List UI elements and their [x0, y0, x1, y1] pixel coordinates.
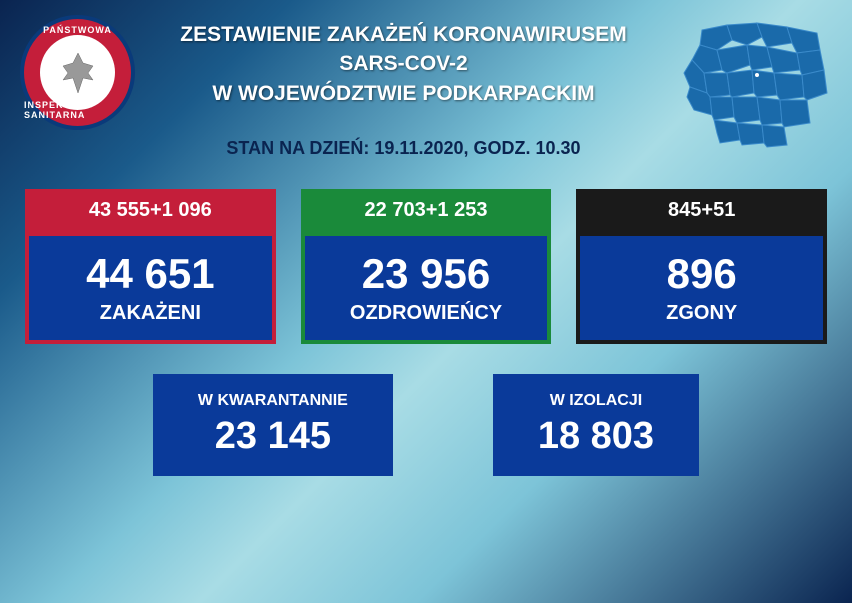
deaths-delta: 845+51: [576, 189, 827, 232]
logo-text-top: PAŃSTWOWA: [43, 25, 112, 35]
quarantine-card: W KWARANTANNIE 23 145: [153, 374, 393, 476]
logo-circle: PAŃSTWOWA INSPEKCJA SANITARNA: [20, 15, 135, 130]
main-stats-row: 43 555+1 096 44 651 ZAKAŻENI 22 703+1 25…: [0, 159, 852, 344]
infected-delta-value: +1 096: [150, 199, 212, 221]
recovered-delta-value: +1 253: [426, 199, 488, 221]
infected-label: ZAKAŻENI: [39, 302, 262, 325]
deaths-delta-value: +51: [701, 199, 735, 221]
logo-text-bottom: INSPEKCJA SANITARNA: [24, 100, 131, 120]
infected-previous: 43 555: [89, 199, 150, 221]
title-main: ZESTAWIENIE ZAKAŻEŃ KORONAWIRUSEM SARS-C…: [145, 20, 662, 108]
recovered-delta: 22 703+1 253: [301, 189, 552, 232]
header-section: PAŃSTWOWA INSPEKCJA SANITARNA ZESTAWIENI…: [0, 0, 852, 159]
logo-eagle-icon: [40, 35, 115, 110]
recovered-card: 22 703+1 253 23 956 OZDROWIEŃCY: [301, 189, 552, 344]
title-line-2: W WOJEWÓDZTWIE PODKARPACKIM: [212, 82, 594, 105]
map-svg: [672, 15, 832, 155]
recovered-body: 23 956 OZDROWIEŃCY: [301, 232, 552, 344]
deaths-label: ZGONY: [590, 302, 813, 325]
subtitle: STAN NA DZIEŃ: 19.11.2020, GODZ. 10.30: [145, 138, 662, 159]
deaths-card: 845+51 896 ZGONY: [576, 189, 827, 344]
logo-container: PAŃSTWOWA INSPEKCJA SANITARNA: [20, 15, 135, 130]
infected-body: 44 651 ZAKAŻENI: [25, 232, 276, 344]
title-area: ZESTAWIENIE ZAKAŻEŃ KORONAWIRUSEM SARS-C…: [135, 15, 672, 159]
isolation-label: W IZOLACJI: [538, 392, 654, 410]
infected-delta: 43 555+1 096: [25, 189, 276, 232]
recovered-previous: 22 703: [365, 199, 426, 221]
deaths-body: 896 ZGONY: [576, 232, 827, 344]
quarantine-label: W KWARANTANNIE: [198, 392, 348, 410]
recovered-label: OZDROWIEŃCY: [315, 302, 538, 325]
quarantine-value: 23 145: [198, 415, 348, 458]
bottom-stats-row: W KWARANTANNIE 23 145 W IZOLACJI 18 803: [0, 344, 852, 476]
infected-total: 44 651: [39, 251, 262, 297]
isolation-value: 18 803: [538, 415, 654, 458]
isolation-card: W IZOLACJI 18 803: [493, 374, 699, 476]
deaths-previous: 845: [668, 199, 701, 221]
deaths-total: 896: [590, 251, 813, 297]
region-map: [672, 15, 832, 155]
recovered-total: 23 956: [315, 251, 538, 297]
infected-card: 43 555+1 096 44 651 ZAKAŻENI: [25, 189, 276, 344]
title-line-1: ZESTAWIENIE ZAKAŻEŃ KORONAWIRUSEM SARS-C…: [180, 23, 626, 75]
